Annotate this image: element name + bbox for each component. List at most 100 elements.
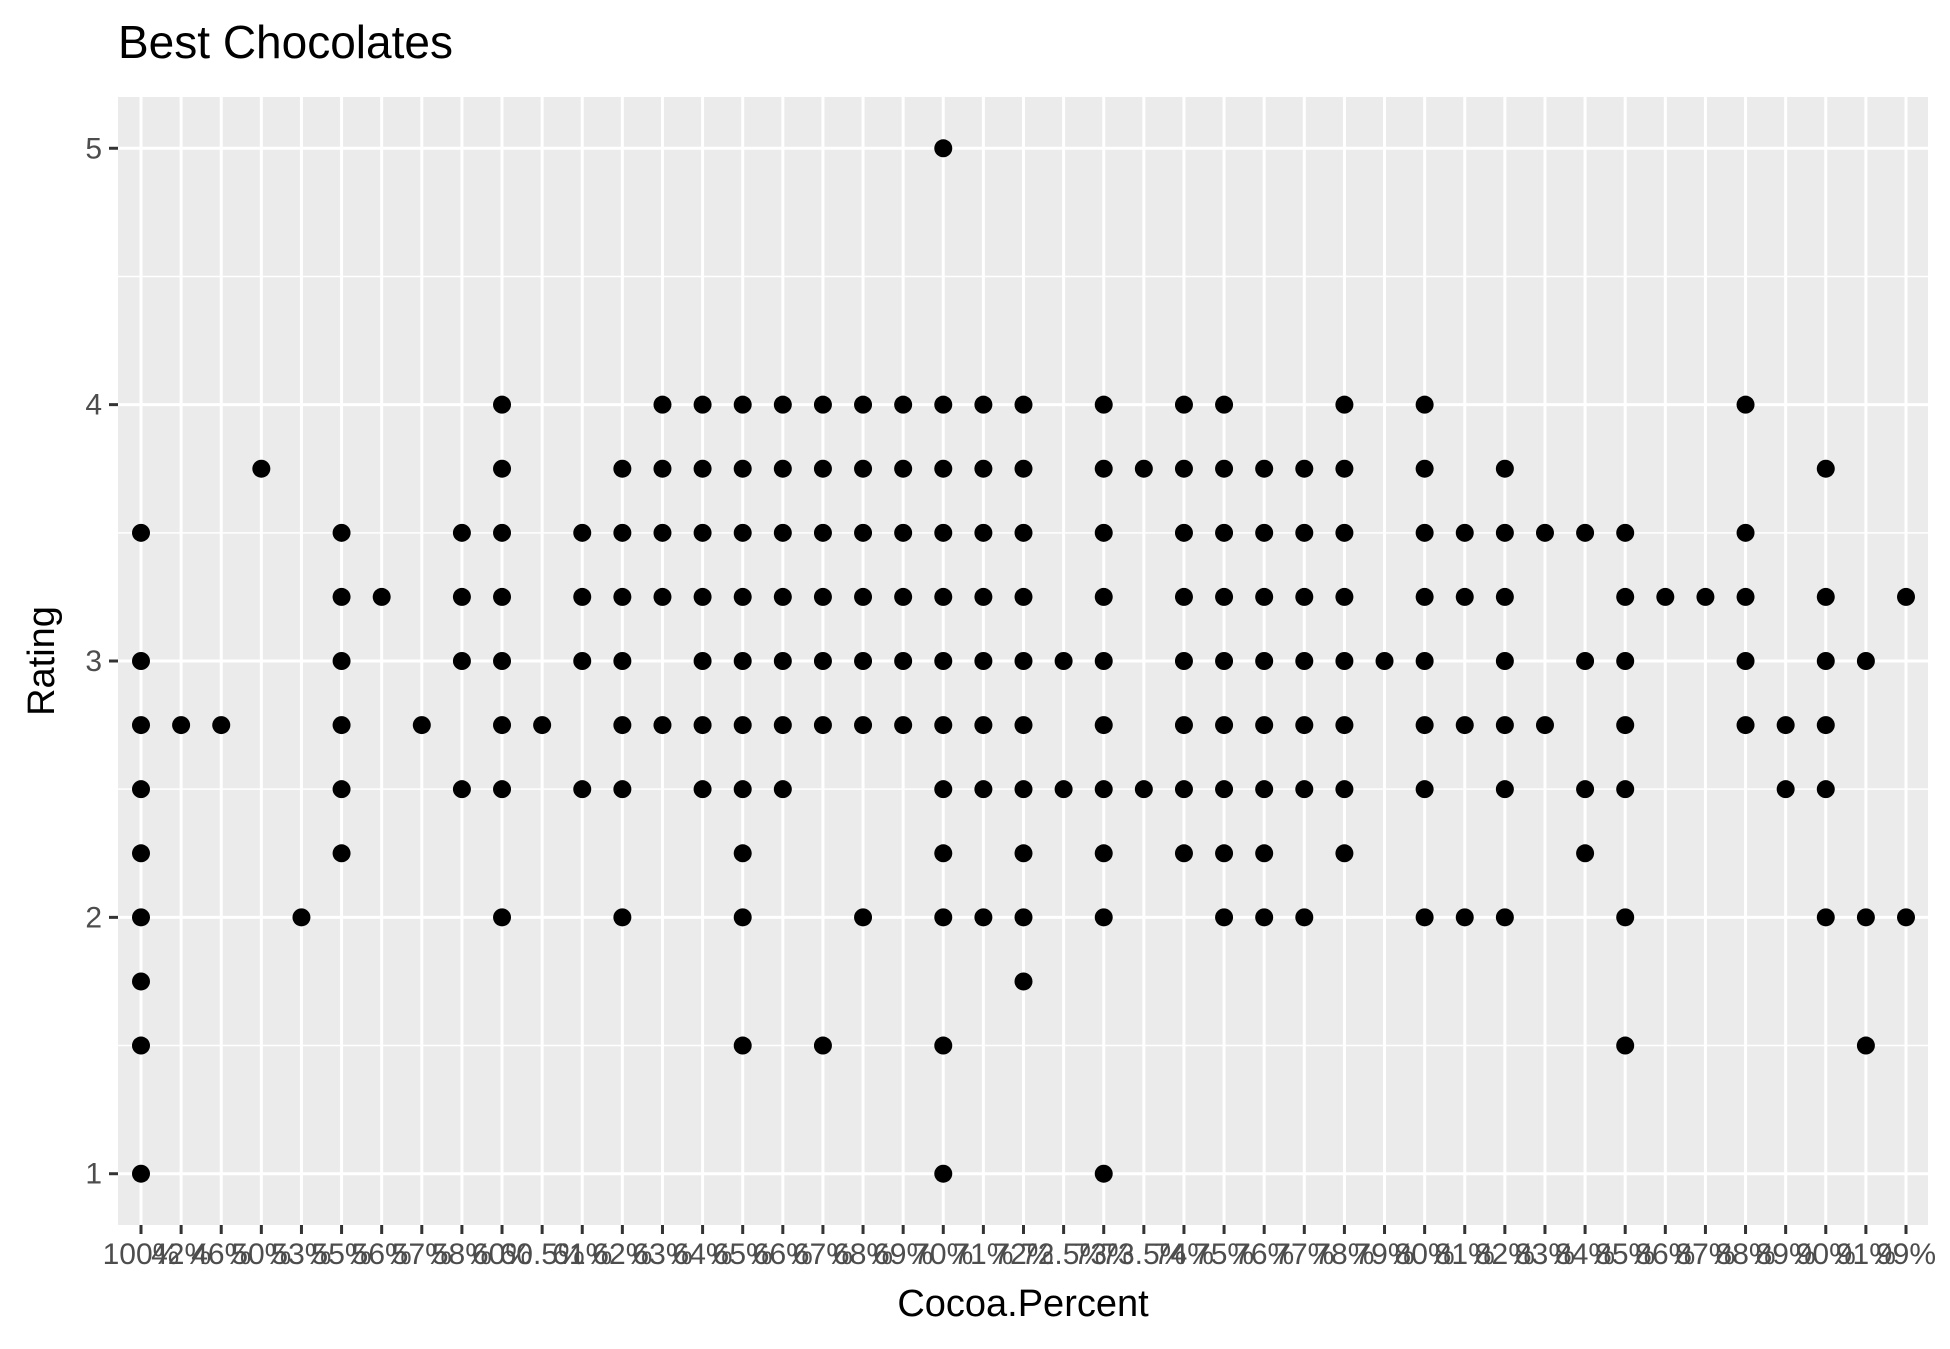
data-point [773, 652, 792, 670]
data-point [1255, 523, 1274, 542]
data-point [1696, 587, 1715, 606]
data-point [1094, 652, 1113, 670]
data-point [372, 587, 391, 606]
data-point [934, 844, 953, 863]
data-point [493, 459, 512, 478]
data-point [573, 780, 592, 799]
data-point [934, 139, 953, 158]
data-point [733, 780, 752, 799]
data-point [1174, 780, 1193, 799]
data-point [452, 780, 471, 799]
data-point [1335, 716, 1354, 735]
data-point [934, 1036, 953, 1055]
data-point [733, 1036, 752, 1055]
data-point [1616, 523, 1635, 542]
data-point [1094, 459, 1113, 478]
data-point [613, 780, 632, 799]
data-point [1335, 587, 1354, 606]
x-tick-label: 81% [1435, 1238, 1495, 1271]
data-point [1816, 652, 1835, 670]
data-point [613, 523, 632, 542]
data-point [493, 652, 512, 670]
data-point [693, 523, 712, 542]
data-point [1215, 395, 1234, 414]
data-point [332, 523, 351, 542]
data-point [974, 780, 993, 799]
data-point [1134, 459, 1153, 478]
data-point [1255, 652, 1274, 670]
data-point [1415, 908, 1434, 927]
data-point [493, 716, 512, 735]
data-point [1255, 780, 1274, 799]
data-point [773, 395, 792, 414]
y-tick-label: 2 [85, 901, 102, 934]
x-tick-label: 62% [592, 1238, 652, 1271]
x-tick-label: 70% [913, 1238, 973, 1271]
x-tick-label: 60% [472, 1238, 532, 1271]
data-point [974, 716, 993, 735]
data-point [1495, 908, 1514, 927]
data-point [1375, 652, 1394, 670]
data-point [1054, 652, 1073, 670]
y-axis: 1 2 3 4 5 [85, 132, 118, 1191]
data-point [1897, 908, 1915, 927]
data-point [452, 652, 471, 670]
data-point [493, 587, 512, 606]
data-point [573, 523, 592, 542]
x-tick-label: 88% [1716, 1238, 1776, 1271]
x-tick-label: 69% [873, 1238, 933, 1271]
data-point [733, 844, 752, 863]
data-point [1094, 523, 1113, 542]
data-point [1495, 523, 1514, 542]
data-point [1455, 523, 1474, 542]
data-point [1215, 780, 1234, 799]
data-point [1174, 587, 1193, 606]
data-point [533, 716, 552, 735]
data-point [1856, 652, 1875, 670]
data-point [934, 716, 953, 735]
data-point [132, 523, 150, 542]
data-point [733, 908, 752, 927]
data-point [332, 780, 351, 799]
data-point [813, 523, 832, 542]
x-tick-label: 72.5% [1021, 1238, 1106, 1271]
data-point [1495, 716, 1514, 735]
data-point [132, 1036, 150, 1055]
data-point [813, 716, 832, 735]
data-point [132, 908, 150, 927]
data-point [773, 587, 792, 606]
data-point [1335, 395, 1354, 414]
x-tick-label: 64% [673, 1238, 733, 1271]
data-point [1816, 780, 1835, 799]
data-point [894, 523, 913, 542]
data-point [1415, 459, 1434, 478]
data-point [1295, 908, 1314, 927]
y-tick-label: 3 [85, 645, 102, 678]
x-tick-label: 78% [1314, 1238, 1374, 1271]
data-point [1816, 587, 1835, 606]
data-point [1455, 587, 1474, 606]
x-tick-label: 53% [271, 1238, 331, 1271]
data-point [1014, 844, 1033, 863]
x-tick-label: 74% [1154, 1238, 1214, 1271]
data-point [613, 652, 632, 670]
data-point [653, 459, 672, 478]
data-point [613, 587, 632, 606]
data-point [1415, 587, 1434, 606]
data-point [412, 716, 431, 735]
data-point [1014, 587, 1033, 606]
x-tick-label: 84% [1555, 1238, 1615, 1271]
data-point [1255, 459, 1274, 478]
x-tick-label: 58% [432, 1238, 492, 1271]
data-point [974, 395, 993, 414]
data-point [332, 844, 351, 863]
data-point [1616, 780, 1635, 799]
data-point [1495, 587, 1514, 606]
data-point [1535, 523, 1554, 542]
x-tick-label: 85% [1595, 1238, 1655, 1271]
data-point [733, 459, 752, 478]
data-point [1776, 716, 1795, 735]
x-tick-label: 68% [833, 1238, 893, 1271]
data-point [1295, 652, 1314, 670]
